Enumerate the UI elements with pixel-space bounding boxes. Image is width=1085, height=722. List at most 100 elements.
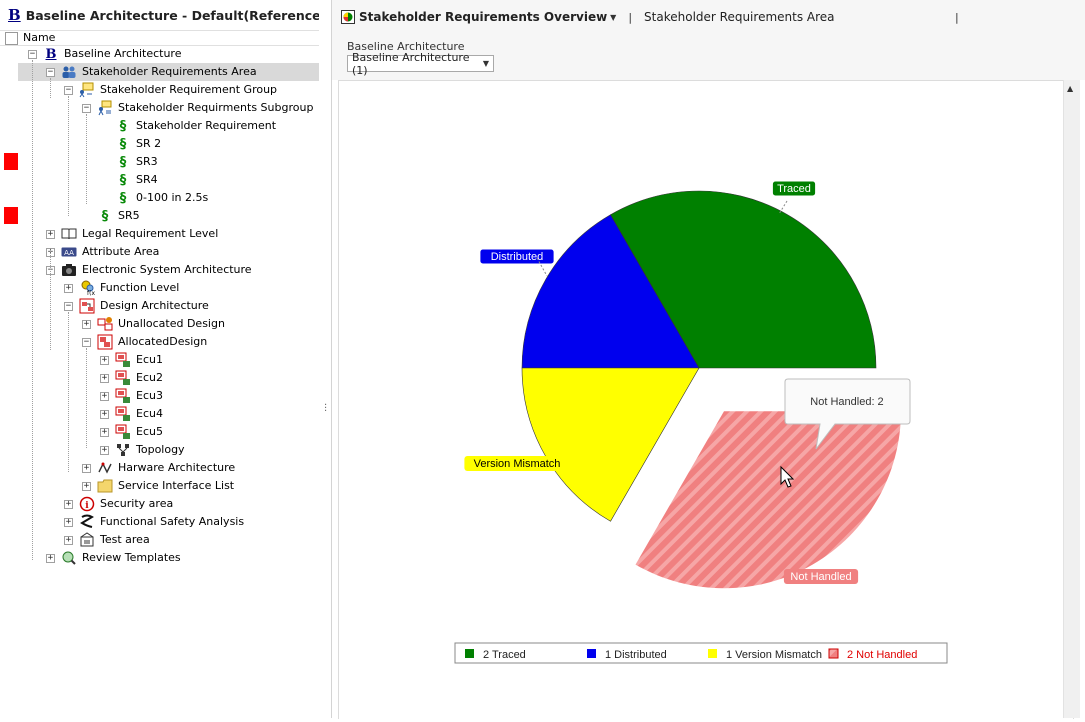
tree-item-label: SR5 (118, 209, 140, 222)
legend-label: 1 Distributed (605, 649, 667, 661)
tree-item[interactable]: + f(x) Function Level (64, 279, 180, 297)
expand-icon[interactable]: + (100, 390, 109, 401)
collapse-icon[interactable]: − (64, 300, 73, 311)
legend-label: 2 Traced (483, 649, 526, 661)
expand-icon[interactable]: + (46, 552, 55, 563)
view-title[interactable]: Stakeholder Requirements Overview (359, 10, 608, 24)
tree-connector-line (86, 114, 87, 204)
tree-item[interactable]: − AllocatedDesign (82, 333, 208, 351)
collapse-icon[interactable]: − (82, 102, 91, 113)
tree-item-label: SR4 (136, 173, 158, 186)
expand-icon[interactable]: + (82, 318, 91, 329)
legend-item[interactable]: 1 Version Mismatch (708, 649, 822, 661)
tree-item-label: Ecu2 (136, 371, 163, 384)
expand-icon[interactable]: + (100, 426, 109, 437)
tree-item[interactable]: § SR 2 (100, 135, 162, 153)
section-sign-icon: § (119, 136, 127, 152)
tree-item[interactable]: + Review Templates (46, 549, 182, 567)
tree-item-label: Ecu3 (136, 389, 163, 402)
tree-connector-line (86, 348, 87, 448)
tree-item[interactable]: + Topology (100, 441, 186, 459)
collapse-icon[interactable]: − (64, 84, 73, 95)
expand-icon[interactable]: + (82, 462, 91, 473)
section-sign-icon: § (101, 208, 109, 224)
baseline-select-value: Baseline Architecture (1) (352, 50, 470, 77)
tree-item[interactable]: § 0-100 in 2.5s (100, 189, 209, 207)
tree-item-label: Stakeholder Requirements Area (82, 65, 257, 78)
collapse-icon[interactable]: − (82, 336, 91, 347)
expand-icon[interactable]: + (64, 534, 73, 545)
allocated-icon (97, 334, 113, 350)
expand-icon[interactable]: + (100, 354, 109, 365)
legend-item[interactable]: 2 Traced (465, 649, 526, 661)
tree-item[interactable]: + AA Attribute Area (46, 243, 160, 261)
tree-item[interactable]: + Ecu1 (100, 351, 164, 369)
column-header-name[interactable]: Name (23, 31, 56, 44)
collapse-icon[interactable]: − (28, 48, 37, 59)
tree-item[interactable]: − B Baseline Architecture (28, 45, 182, 63)
expand-icon[interactable]: + (82, 480, 91, 491)
error-marker (4, 153, 18, 170)
ecu-icon (115, 424, 131, 440)
tree-item[interactable]: § SR5 (82, 207, 141, 225)
svg-text:Distributed: Distributed (491, 251, 544, 263)
tree-item-label: Test area (100, 533, 150, 546)
expand-icon[interactable]: + (100, 408, 109, 419)
tree-item[interactable]: + Service Interface List (82, 477, 235, 495)
expand-icon[interactable]: + (64, 282, 73, 293)
content-header: Baseline Architecture Baseline Architect… (332, 34, 1085, 80)
info-circle-icon: i (79, 496, 95, 512)
section-sign-icon: § (119, 172, 127, 188)
tree-connector-line (68, 96, 69, 216)
expand-icon[interactable]: + (64, 498, 73, 509)
svg-text:f(x): f(x) (87, 290, 95, 296)
tree-item-label: Functional Safety Analysis (100, 515, 245, 528)
tree-item[interactable]: + Harware Architecture (82, 459, 236, 477)
overview-panel: Stakeholder Requirements Overview ▼ | St… (331, 0, 1085, 719)
pie-slice-not-handled[interactable] (635, 411, 902, 589)
tree-item[interactable]: − Stakeholder Requirement Group (64, 81, 278, 99)
tree-item[interactable]: + Functional Safety Analysis (64, 513, 245, 531)
vertical-scrollbar[interactable]: ▲ (1063, 80, 1080, 718)
collapse-icon[interactable]: − (46, 66, 55, 77)
tree-item[interactable]: § SR4 (100, 171, 159, 189)
pie-slice-version-mismatch[interactable] (521, 367, 700, 522)
ecu-icon (115, 406, 131, 422)
legend-item[interactable]: 1 Distributed (587, 649, 667, 661)
expand-icon[interactable]: + (64, 516, 73, 527)
tree-item-label: Harware Architecture (118, 461, 236, 474)
tree-item[interactable]: + Ecu2 (100, 369, 164, 387)
tree-item[interactable]: − Stakeholder Requirments Subgroup (82, 99, 314, 117)
baseline-select[interactable]: Baseline Architecture (1) ▼ (347, 51, 494, 77)
tree-item[interactable]: + Ecu3 (100, 387, 164, 405)
chevron-down-icon[interactable]: ▼ (482, 59, 490, 68)
expand-icon[interactable]: + (100, 444, 109, 455)
pie-slice-traced[interactable] (610, 190, 877, 369)
scroll-up-icon[interactable]: ▲ (1067, 84, 1074, 93)
legend-swatch (708, 649, 717, 658)
ecu-icon (115, 388, 131, 404)
pie-slice-distributed[interactable] (521, 214, 700, 369)
legend-item[interactable]: 2 Not Handled (828, 648, 917, 661)
tree-item[interactable]: § Stakeholder Requirement (100, 117, 277, 135)
panel-splitter[interactable]: · · · (319, 0, 331, 718)
tree-item-label: Topology (136, 443, 185, 456)
tree-item[interactable]: + Test area (64, 531, 151, 549)
tree-item[interactable]: + Legal Requirement Level (46, 225, 219, 243)
tree-item[interactable]: + Unallocated Design (82, 315, 226, 333)
view-dropdown-icon[interactable]: ▼ (610, 12, 617, 22)
tree-item[interactable]: + i Security area (64, 495, 174, 513)
expand-icon[interactable]: + (100, 372, 109, 383)
expand-icon[interactable]: + (46, 228, 55, 239)
tree-item[interactable]: − Design Architecture (64, 297, 210, 315)
tree-item[interactable]: − Electronic System Architecture (46, 261, 253, 279)
legend-box (454, 642, 948, 664)
tree-item[interactable]: § SR3 (100, 153, 159, 171)
tree-leaf-spacer (100, 122, 109, 131)
tree-item[interactable]: − Stakeholder Requirements Area (18, 63, 319, 81)
tree-item[interactable]: + Ecu5 (100, 423, 164, 441)
tab-separator: | (628, 10, 633, 24)
select-all-checkbox[interactable] (5, 32, 18, 45)
tree-item-label: SR3 (136, 155, 158, 168)
tree-item[interactable]: + Ecu4 (100, 405, 164, 423)
